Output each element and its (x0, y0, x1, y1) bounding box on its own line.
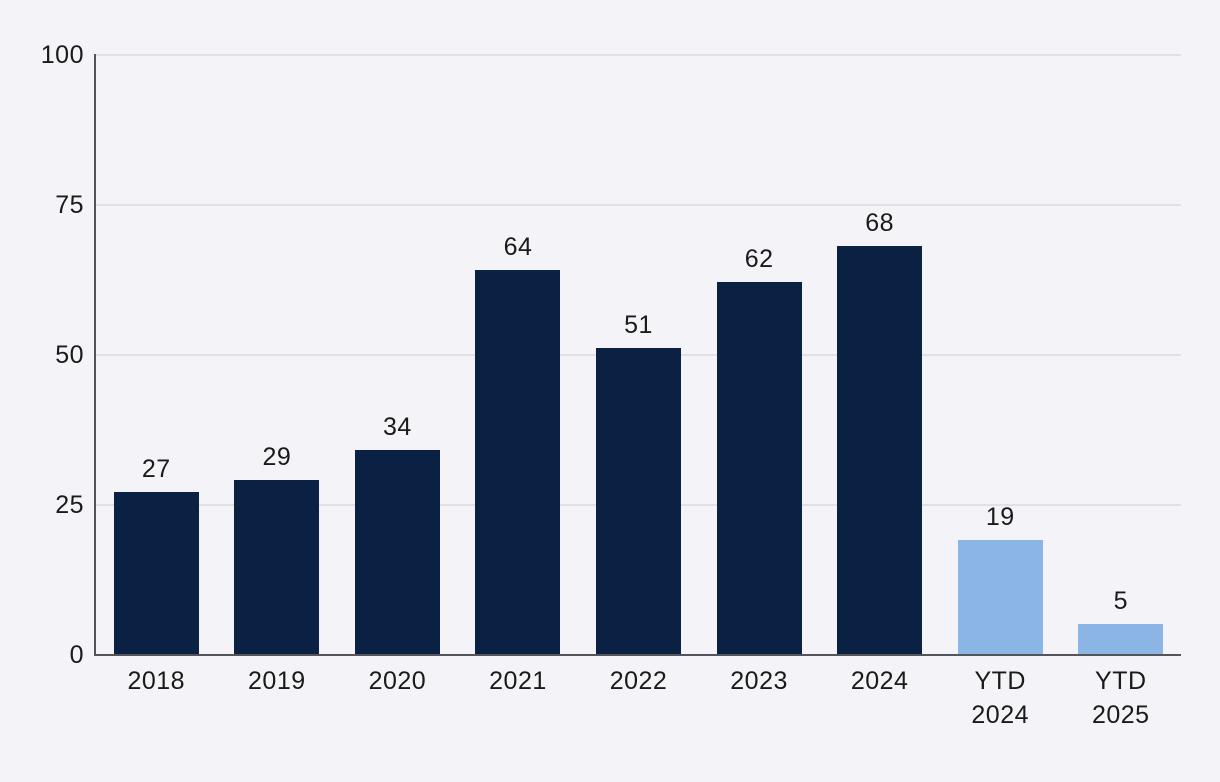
y-tick-label-100: 100 (40, 41, 84, 69)
bar-value-label-2022: 51 (624, 311, 653, 339)
x-axis-label-2021: 2021 (489, 667, 547, 695)
bar-2019 (234, 480, 320, 654)
x-axis-label-2020: 2020 (368, 667, 427, 695)
x-axis-label-2023: 2023 (730, 667, 788, 695)
bar-2020 (354, 450, 440, 654)
bar-value-label-2018: 27 (141, 455, 171, 483)
bar-value-label-2021: 64 (503, 233, 533, 261)
x-axis-label-2024: 2024 (850, 667, 909, 695)
bar-2018 (113, 492, 199, 654)
bar-value-label-2019: 29 (262, 443, 292, 471)
bar-slot-2018: 27 (96, 54, 217, 654)
bar-slot-2021: 64 (458, 54, 579, 654)
bar-slot-ytd-2024: 19 (940, 54, 1061, 654)
bar-value-label-ytd-2024: 19 (985, 503, 1015, 531)
bar-2021 (475, 270, 561, 654)
bar-value-label-2020: 34 (383, 413, 412, 441)
y-tick-label-0: 0 (69, 641, 84, 669)
x-axis-label-2022: 2022 (609, 667, 668, 695)
y-tick-label-25: 25 (55, 491, 84, 519)
x-axis-label-2018: 2018 (127, 667, 186, 695)
bar-2022 (596, 348, 682, 654)
bar-value-label-ytd-2025: 5 (1113, 587, 1128, 615)
bar-slot-2022: 51 (578, 54, 699, 654)
x-axis-label-ytd-2024: YTD 2024 (971, 667, 1030, 729)
bar-ytd-2024 (957, 540, 1043, 654)
bar-2024 (837, 246, 923, 654)
bar-slot-2019: 29 (217, 54, 338, 654)
y-tick-label-50: 50 (55, 341, 84, 369)
bar-ytd-2025 (1078, 624, 1164, 654)
bar-slot-2024: 68 (819, 54, 940, 654)
bar-value-label-2023: 62 (744, 245, 774, 273)
bar-slot-2020: 34 (337, 54, 458, 654)
plot-area: 27 29 34 64 51 62 68 19 5 (96, 54, 1181, 654)
x-axis: 2018 2019 2020 2021 2022 2023 2024 YTD 2024 YTD … (96, 664, 1181, 732)
x-axis-line (94, 654, 1181, 656)
x-axis-label-ytd-2025: YTD 2025 (1091, 667, 1150, 729)
y-tick-label-75: 75 (55, 191, 84, 219)
y-axis-line (94, 54, 96, 656)
gridline-100 (96, 54, 1181, 56)
bar-value-label-2024: 68 (865, 209, 895, 237)
bar-slot-ytd-2025: 5 (1061, 54, 1182, 654)
bar-slot-2023: 62 (699, 54, 820, 654)
bar-2023 (716, 282, 802, 654)
x-axis-label-2019: 2019 (248, 667, 306, 695)
gridline-75 (96, 204, 1181, 206)
